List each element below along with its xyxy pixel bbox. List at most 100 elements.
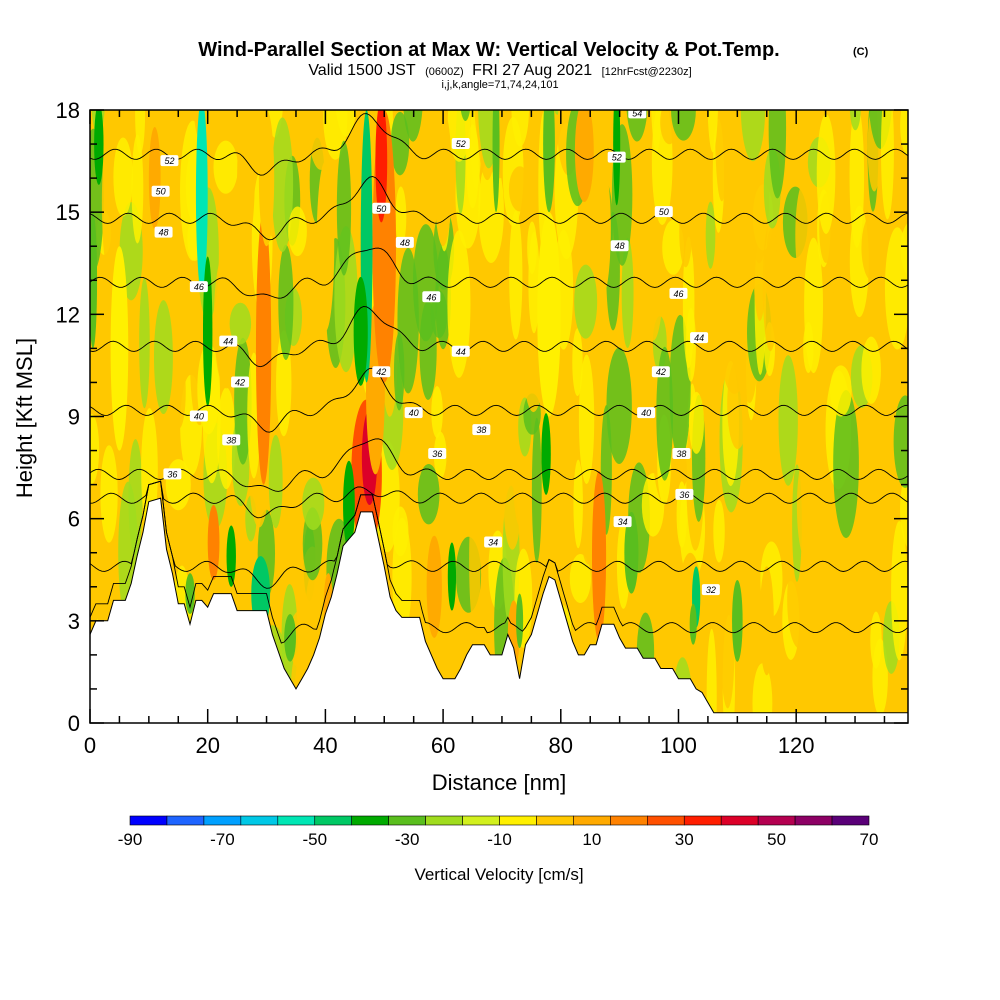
terrain-mask [90,497,908,723]
velocity-cell [523,110,535,207]
svg-text:44: 44 [694,333,704,343]
svg-text:48: 48 [159,228,169,238]
theta-contour [90,480,908,644]
velocity-cell [900,222,908,276]
theta-label: 40 [637,407,656,419]
velocity-cell [766,228,777,272]
colorbar-swatch [277,815,316,826]
svg-text:50: 50 [156,187,166,197]
velocity-cell [492,110,500,213]
colorbar-swatch [462,815,500,826]
colorbar-swatch [240,815,279,826]
y-axis-label: Height [Kft MSL] [12,338,37,498]
svg-text:40: 40 [194,412,204,422]
velocity-cell [891,521,908,661]
velocity-cell [395,186,407,247]
svg-text:34: 34 [618,517,628,527]
svg-text:38: 38 [676,449,686,459]
svg-text:36: 36 [432,449,442,459]
colorbar-tick-label: -10 [487,830,512,849]
velocity-cell [707,110,719,153]
velocity-cell [861,213,885,282]
theta-label: 52 [160,155,179,167]
svg-text:50: 50 [376,204,386,214]
theta-label: 42 [651,366,670,378]
colorbar-tick-label: 10 [582,830,601,849]
velocity-cell [131,134,144,244]
theta-label: 52 [607,151,626,163]
velocity-cell [94,110,104,185]
velocity-cell [392,506,409,557]
velocity-cell [849,110,861,131]
x-tick-label: 0 [84,733,96,758]
velocity-cell [403,110,423,142]
velocity-cell [237,110,255,247]
velocity-cell [591,470,607,642]
svg-text:52: 52 [456,139,466,149]
velocity-cell [110,246,129,451]
velocity-cell [516,593,524,649]
chart-subtitle-indices: i,j,k,angle=71,74,24,101 [441,79,558,91]
svg-text:54: 54 [632,108,642,118]
colorbar-tick-label: 50 [767,830,786,849]
velocity-cell [831,255,854,304]
velocity-cell [688,391,704,454]
velocity-cell [128,439,143,556]
theta-label: 48 [154,226,173,238]
theta-label: 46 [189,281,208,293]
y-tick-label: 6 [68,507,80,532]
velocity-cell [705,201,716,269]
velocity-cell [195,110,208,291]
velocity-cell [740,110,766,162]
colorbar-swatch [720,815,759,826]
velocity-cell [778,355,798,486]
x-tick-labels: 0 20 40 60 80 100 120 [84,733,815,758]
velocity-cell [642,194,664,341]
velocity-cell [268,434,283,529]
theta-label: 54 [628,107,647,119]
theta-label: 46 [422,291,441,303]
velocity-cell [621,237,634,349]
chart-subtitle: Valid 1500 JST (0600Z) FRI 27 Aug 2021 [… [308,62,691,79]
velocity-cell [527,221,537,275]
theta-label: 44 [690,332,709,344]
colorbar-tick-label: -70 [210,830,235,849]
velocity-cell [541,413,551,495]
velocity-cell [447,230,471,378]
velocity-cell [316,161,335,332]
velocity-cell [870,611,882,669]
velocity-cell [883,455,894,541]
velocity-cell [569,554,591,603]
colorbar-swatch [166,815,205,826]
svg-text:34: 34 [488,538,498,548]
colorbar-tick-label: -90 [118,830,143,849]
colorbar-swatch [831,815,870,826]
svg-text:42: 42 [376,367,386,377]
svg-text:38: 38 [476,425,486,435]
velocity-cell [902,46,925,95]
subtitle-forecast: [12hrFcst@2230z] [602,66,692,78]
subtitle-valid-time: Valid 1500 JST [308,62,416,79]
svg-text:52: 52 [612,153,622,163]
velocity-cell [624,511,639,594]
velocity-cell [720,594,735,709]
svg-text:46: 46 [426,292,436,302]
theta-label: 38 [472,424,491,436]
velocity-cell [578,354,595,484]
colorbar-swatch [757,815,796,826]
velocity-cell [689,603,697,645]
theta-label: 36 [163,468,182,480]
theta-contour [90,113,908,176]
subtitle-date: FRI 27 Aug 2021 [472,62,592,79]
theta-contour [90,306,908,368]
svg-text:36: 36 [167,469,177,479]
velocity-cell [893,395,908,488]
x-tick-label: 120 [778,733,815,758]
theta-label: 44 [451,345,470,357]
velocity-cell [172,354,186,429]
velocity-cell [207,505,220,580]
theta-label: 36 [428,447,447,459]
theta-label: 34 [484,536,503,548]
velocity-cell [706,628,717,723]
